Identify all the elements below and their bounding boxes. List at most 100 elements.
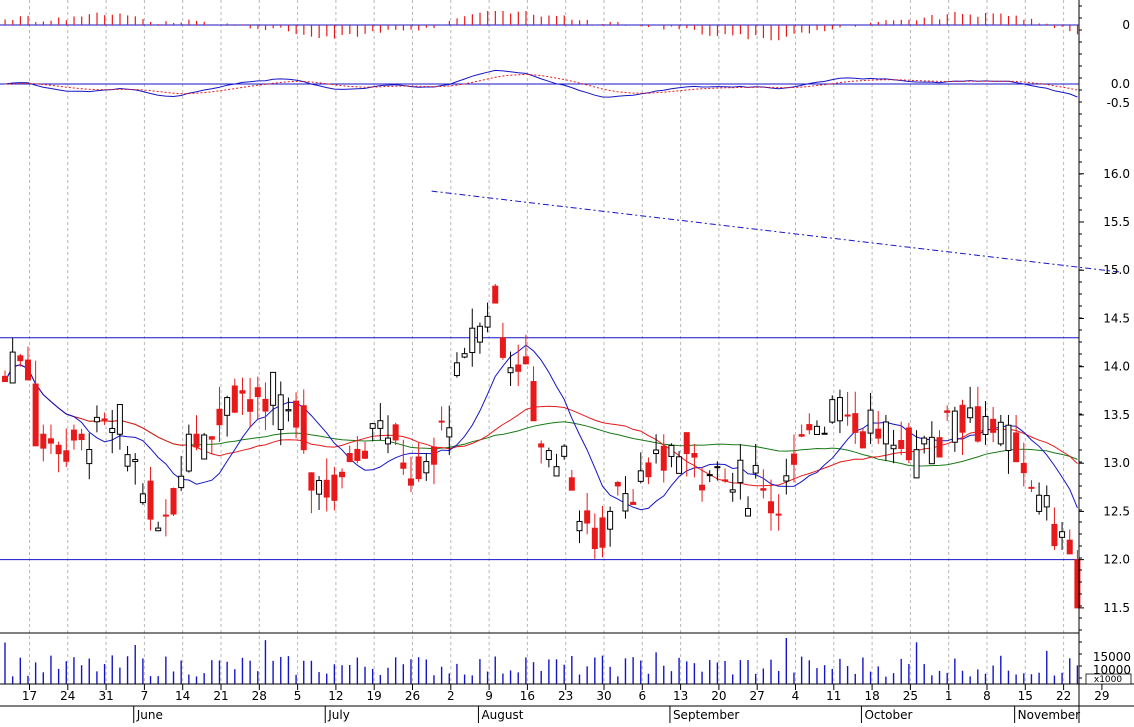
candle-body: [48, 439, 53, 443]
candle-body: [753, 465, 758, 473]
candle-body: [263, 399, 268, 411]
histogram-bar: [250, 25, 251, 28]
candle-body: [945, 411, 950, 412]
candle-body: [324, 480, 329, 497]
histogram-bar: [487, 11, 488, 25]
day-tick-label: 4: [792, 689, 800, 703]
candle-body: [79, 434, 84, 439]
candle-body: [148, 481, 153, 519]
histogram-bar: [518, 12, 519, 25]
day-tick-label: 27: [750, 689, 765, 703]
histogram-bar: [786, 25, 787, 37]
histogram-bar: [1069, 25, 1070, 31]
candle-body: [3, 376, 8, 381]
month-label: June: [136, 708, 163, 722]
day-tick-label: 2: [447, 689, 455, 703]
candle-body: [462, 354, 467, 357]
candle-body: [71, 430, 76, 440]
candle-body: [899, 440, 904, 448]
candle-body: [202, 435, 207, 459]
histogram-bar: [43, 21, 44, 25]
candle-body: [577, 521, 582, 530]
candle-body: [194, 434, 199, 447]
candle-body: [340, 472, 345, 476]
histogram-bar: [855, 25, 856, 27]
candle-body: [700, 485, 705, 490]
histogram-bar: [801, 25, 802, 33]
candle-body: [1060, 532, 1065, 538]
price-tick-label: 15.0: [1103, 263, 1130, 277]
candle-body: [370, 424, 375, 429]
candle-body: [523, 357, 528, 364]
histogram-bar: [671, 25, 672, 27]
histogram-bar: [947, 14, 948, 25]
price-tick-label: 13.5: [1103, 408, 1130, 422]
histogram-bar: [342, 25, 343, 35]
candle-body: [669, 445, 674, 456]
histogram-bar: [349, 25, 350, 34]
candle-body: [470, 328, 475, 352]
histogram-bar: [793, 25, 794, 34]
day-tick-label: 5: [294, 689, 302, 703]
histogram-bar: [418, 25, 419, 31]
histogram-bar: [280, 25, 281, 28]
histogram-bar: [564, 15, 565, 25]
trend-line: [432, 191, 1121, 272]
histogram-bar: [977, 17, 978, 25]
candle-body: [615, 482, 620, 485]
candle-body: [102, 419, 107, 420]
histogram-bar: [288, 25, 289, 31]
histogram-bar: [985, 13, 986, 25]
histogram-bar: [625, 25, 626, 26]
histogram-bar: [740, 25, 741, 34]
candle-body: [347, 454, 352, 462]
histogram-bar: [410, 25, 411, 30]
candle-body: [845, 415, 850, 416]
histogram-bar: [1000, 14, 1001, 25]
candle-body: [769, 502, 774, 513]
histogram-bar: [587, 20, 588, 25]
candle-body: [117, 405, 122, 435]
price-tick-label: 14.5: [1103, 311, 1130, 325]
day-tick-label: 19: [367, 689, 382, 703]
histogram-bar: [5, 19, 6, 25]
candle-body: [746, 509, 751, 517]
candle-body: [255, 388, 260, 397]
candle-body: [830, 400, 835, 422]
candle-body: [891, 445, 896, 448]
candle-body: [401, 463, 406, 468]
histogram-bar: [502, 11, 503, 25]
histogram-bar: [931, 15, 932, 25]
histogram-bar: [878, 22, 879, 25]
histogram-bar: [610, 22, 611, 25]
candle-body: [837, 398, 842, 421]
histogram-bar: [479, 13, 480, 25]
day-tick-label: 14: [175, 689, 190, 703]
candle-body: [730, 490, 735, 492]
histogram-bar: [954, 12, 955, 25]
histogram-bar: [89, 14, 90, 25]
candle-body: [94, 417, 99, 421]
month-label: November: [1018, 708, 1080, 722]
histogram-bar: [119, 13, 120, 25]
day-tick-label: 9: [485, 689, 493, 703]
candle-body: [477, 326, 482, 342]
histogram-bar: [839, 25, 840, 27]
day-tick-label: 12: [328, 689, 343, 703]
candle-body: [723, 480, 728, 481]
histogram-bar: [472, 14, 473, 25]
candle-body: [975, 407, 980, 441]
histogram-bar: [303, 25, 304, 35]
histogram-bar: [150, 22, 151, 25]
candle-body: [761, 489, 766, 491]
candle-body: [807, 425, 812, 430]
grid-lines: [30, 0, 1064, 684]
candle-body: [791, 454, 796, 464]
candle-body: [1029, 487, 1034, 488]
candle-body: [539, 444, 544, 447]
histogram-bar: [265, 25, 266, 30]
candle-body: [378, 421, 383, 429]
candle-body: [424, 462, 429, 473]
